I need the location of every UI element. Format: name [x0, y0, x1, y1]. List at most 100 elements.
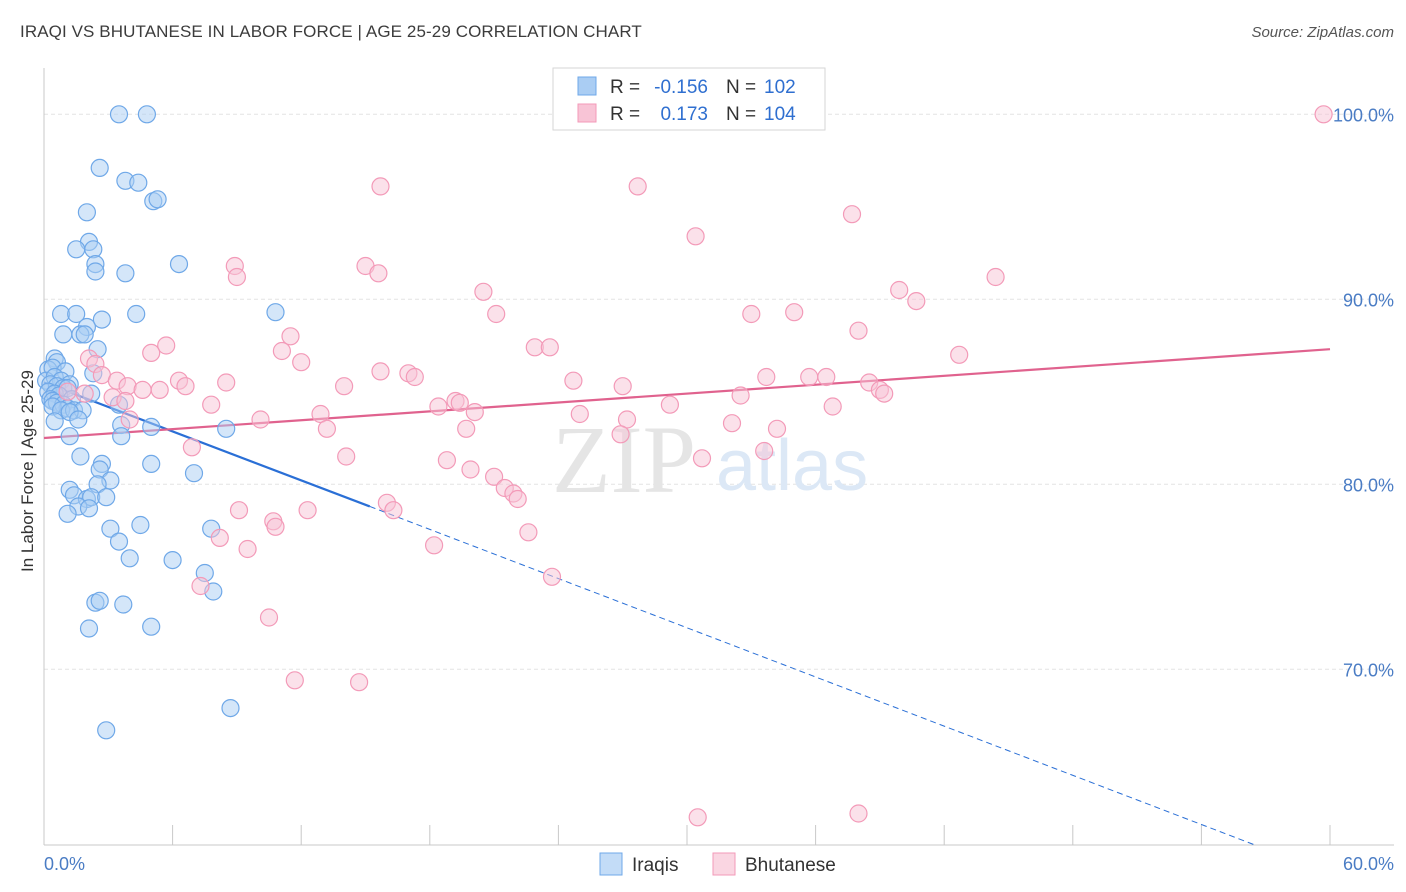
source-label: Source: ZipAtlas.com — [1251, 24, 1394, 41]
point-bhutanese — [317, 419, 336, 438]
data-points — [36, 105, 1333, 827]
stats-swatch — [577, 76, 597, 96]
point-bhutanese — [266, 517, 285, 536]
point-iraqis — [116, 264, 135, 283]
point-iraqis — [79, 499, 99, 518]
tick-labels: 100.0% 90.0% 80.0% 70.0% 0.0% 60.0% — [44, 105, 1394, 874]
point-bhutanese — [337, 447, 356, 466]
point-iraqis — [142, 454, 161, 473]
point-bhutanese — [1314, 105, 1333, 124]
legend-label: Bhutanese — [745, 855, 836, 876]
stats-swatch — [577, 103, 597, 123]
point-bhutanese — [474, 282, 493, 301]
bottom-legend: Iraqis Bhutanese — [599, 852, 836, 876]
point-bhutanese — [950, 345, 969, 364]
point-iraqis — [67, 304, 86, 324]
point-bhutanese — [785, 303, 804, 322]
point-iraqis — [60, 427, 79, 446]
point-iraqis — [120, 549, 139, 568]
point-bhutanese — [251, 410, 270, 429]
point-bhutanese — [613, 377, 632, 396]
point-bhutanese — [217, 373, 236, 392]
point-bhutanese — [611, 425, 630, 444]
point-bhutanese — [176, 377, 195, 396]
point-iraqis — [221, 698, 240, 718]
point-iraqis — [77, 203, 97, 222]
point-bhutanese — [986, 267, 1005, 287]
point-bhutanese — [485, 467, 504, 486]
point-iraqis — [148, 190, 167, 209]
point-iraqis — [109, 105, 129, 124]
point-bhutanese — [542, 567, 562, 586]
x-tick-label: 0.0% — [44, 854, 85, 874]
point-bhutanese — [767, 419, 787, 438]
y-tick-label: 80.0% — [1343, 475, 1394, 495]
point-bhutanese — [58, 382, 77, 401]
point-bhutanese — [285, 671, 304, 690]
point-iraqis — [67, 240, 86, 259]
point-iraqis — [112, 427, 131, 446]
axes — [43, 68, 1394, 846]
point-bhutanese — [210, 528, 229, 548]
watermark-atlas: atlas — [716, 426, 868, 506]
point-bhutanese — [461, 460, 480, 479]
point-bhutanese — [405, 367, 424, 387]
y-tick-label: 90.0% — [1343, 290, 1394, 310]
point-bhutanese — [564, 371, 583, 390]
stats-legend: R = -0.156 N = 102 R = 0.173 N = 104 — [552, 67, 826, 131]
point-iraqis — [97, 488, 116, 507]
point-bhutanese — [660, 395, 680, 414]
point-iraqis — [137, 105, 156, 124]
point-iraqis — [129, 173, 148, 192]
stats-r-label: R = — [610, 77, 640, 98]
legend-label: Iraqis — [632, 855, 678, 876]
point-bhutanese — [120, 410, 139, 429]
point-iraqis — [86, 262, 105, 281]
point-bhutanese — [465, 403, 484, 422]
point-bhutanese — [628, 177, 647, 196]
point-bhutanese — [688, 808, 707, 827]
point-iraqis — [266, 303, 285, 322]
point-bhutanese — [907, 292, 926, 311]
point-bhutanese — [731, 386, 750, 405]
point-bhutanese — [849, 804, 868, 823]
point-bhutanese — [335, 377, 354, 396]
point-bhutanese — [875, 384, 894, 403]
point-iraqis — [51, 304, 71, 324]
point-iraqis — [97, 721, 116, 740]
point-bhutanese — [425, 536, 444, 555]
point-bhutanese — [298, 501, 317, 520]
point-iraqis — [169, 255, 189, 274]
point-bhutanese — [191, 576, 210, 596]
legend-swatch — [712, 852, 736, 876]
watermark: ZIP atlas — [552, 406, 868, 513]
point-iraqis — [217, 419, 236, 438]
point-bhutanese — [369, 264, 388, 283]
legend-swatch — [599, 852, 623, 876]
point-bhutanese — [202, 395, 221, 414]
point-bhutanese — [142, 343, 161, 362]
point-iraqis — [92, 310, 112, 329]
point-bhutanese — [227, 267, 246, 287]
point-bhutanese — [259, 608, 279, 627]
point-bhutanese — [371, 362, 390, 381]
point-bhutanese — [292, 353, 311, 372]
point-iraqis — [142, 617, 161, 636]
stats-n-value: 104 — [764, 104, 796, 125]
y-axis-label: In Labor Force | Age 25-29 — [18, 370, 37, 572]
point-bhutanese — [508, 489, 527, 509]
point-iraqis — [71, 447, 90, 466]
stats-box — [552, 67, 826, 131]
point-iraqis — [184, 464, 204, 483]
point-bhutanese — [116, 391, 135, 411]
point-iraqis — [163, 550, 182, 570]
point-bhutanese — [429, 397, 448, 416]
stats-n-value: 102 — [764, 77, 796, 98]
x-tick-label: 60.0% — [1343, 854, 1394, 874]
point-bhutanese — [570, 404, 589, 424]
point-bhutanese — [842, 205, 862, 224]
point-bhutanese — [118, 377, 137, 396]
point-bhutanese — [849, 321, 868, 340]
stats-r-value: 0.173 — [660, 104, 708, 125]
point-iraqis — [45, 412, 64, 431]
